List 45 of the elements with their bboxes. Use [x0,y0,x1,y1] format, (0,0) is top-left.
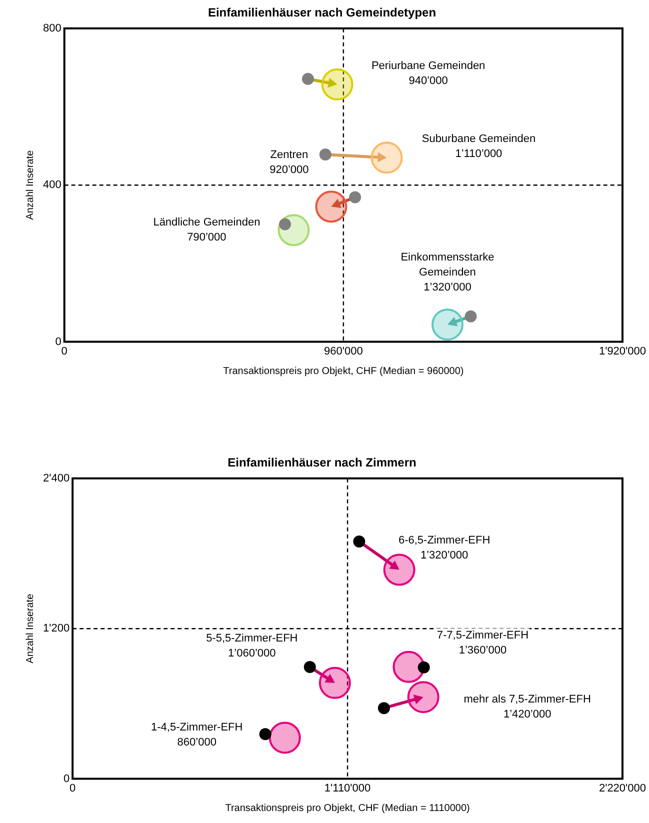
x-tick-label: 1'110'000 [324,782,371,794]
x-tick-label: 960'000 [324,345,363,358]
annotation: Ländliche Gemeinden 790’000 [153,216,260,244]
x-tick-label: 1'920'000 [598,345,646,358]
x-axis-title: Transaktionspreis pro Objekt, CHF (Median = 1110000) [225,802,470,814]
point [318,666,351,699]
y-tick-label: 400 [42,179,62,192]
point [353,535,366,548]
point [304,661,316,674]
chart-title: Einfamilienhäuser nach Gemeindetypen [208,6,436,20]
point [315,190,348,223]
x-axis-title: Transaktionspreis pro Objekt, CHF (Median = 960000) [223,366,464,377]
annotation: 5-5,5-Zimmer-EFH 1’060’000 [206,632,298,660]
annotation: mehr als 7,5-Zimmer-EFH 1’420’000 [464,694,591,721]
point [370,142,403,174]
y-tick-label: 800 [42,22,62,34]
y-tick-label: 0 [55,336,62,348]
annotation: 7-7,5-Zimmer-EFH 1’360’000 [436,629,529,656]
point [464,310,477,322]
y-axis-title: Anzahl Inserate [24,593,36,664]
annotation: Einkommensstarke Gemeinden 1’320’000 [400,252,494,294]
point [349,191,362,204]
annotation: Suburbane Gemeinden 1’110’000 [422,133,536,160]
point [431,308,464,341]
y-tick-label: 0 [63,772,70,785]
point [407,681,440,714]
point [268,722,301,754]
chart-title: Einfamilienhäuser nach Zimmern [228,456,416,470]
annotation: Periurbane Gemeinden 940’000 [371,60,486,87]
y-tick-label: 2'400 [42,472,70,484]
point [418,661,430,674]
point [278,218,291,230]
point [383,554,416,586]
point [321,68,354,100]
point [378,702,390,714]
y-axis-title: Anzahl Inserate [24,150,36,220]
point [259,728,272,740]
annotation: 6-6,5-Zimmer-EFH 1’320’000 [398,534,490,562]
y-tick-label: 1'200 [42,622,70,635]
x-tick-label: 2'220'000 [598,782,646,794]
point [302,72,314,85]
annotation: 1-4,5-Zimmer-EFH 860’000 [151,721,243,748]
point [392,650,425,683]
annotation: Zentren 920’000 [270,149,309,176]
point [319,148,332,161]
